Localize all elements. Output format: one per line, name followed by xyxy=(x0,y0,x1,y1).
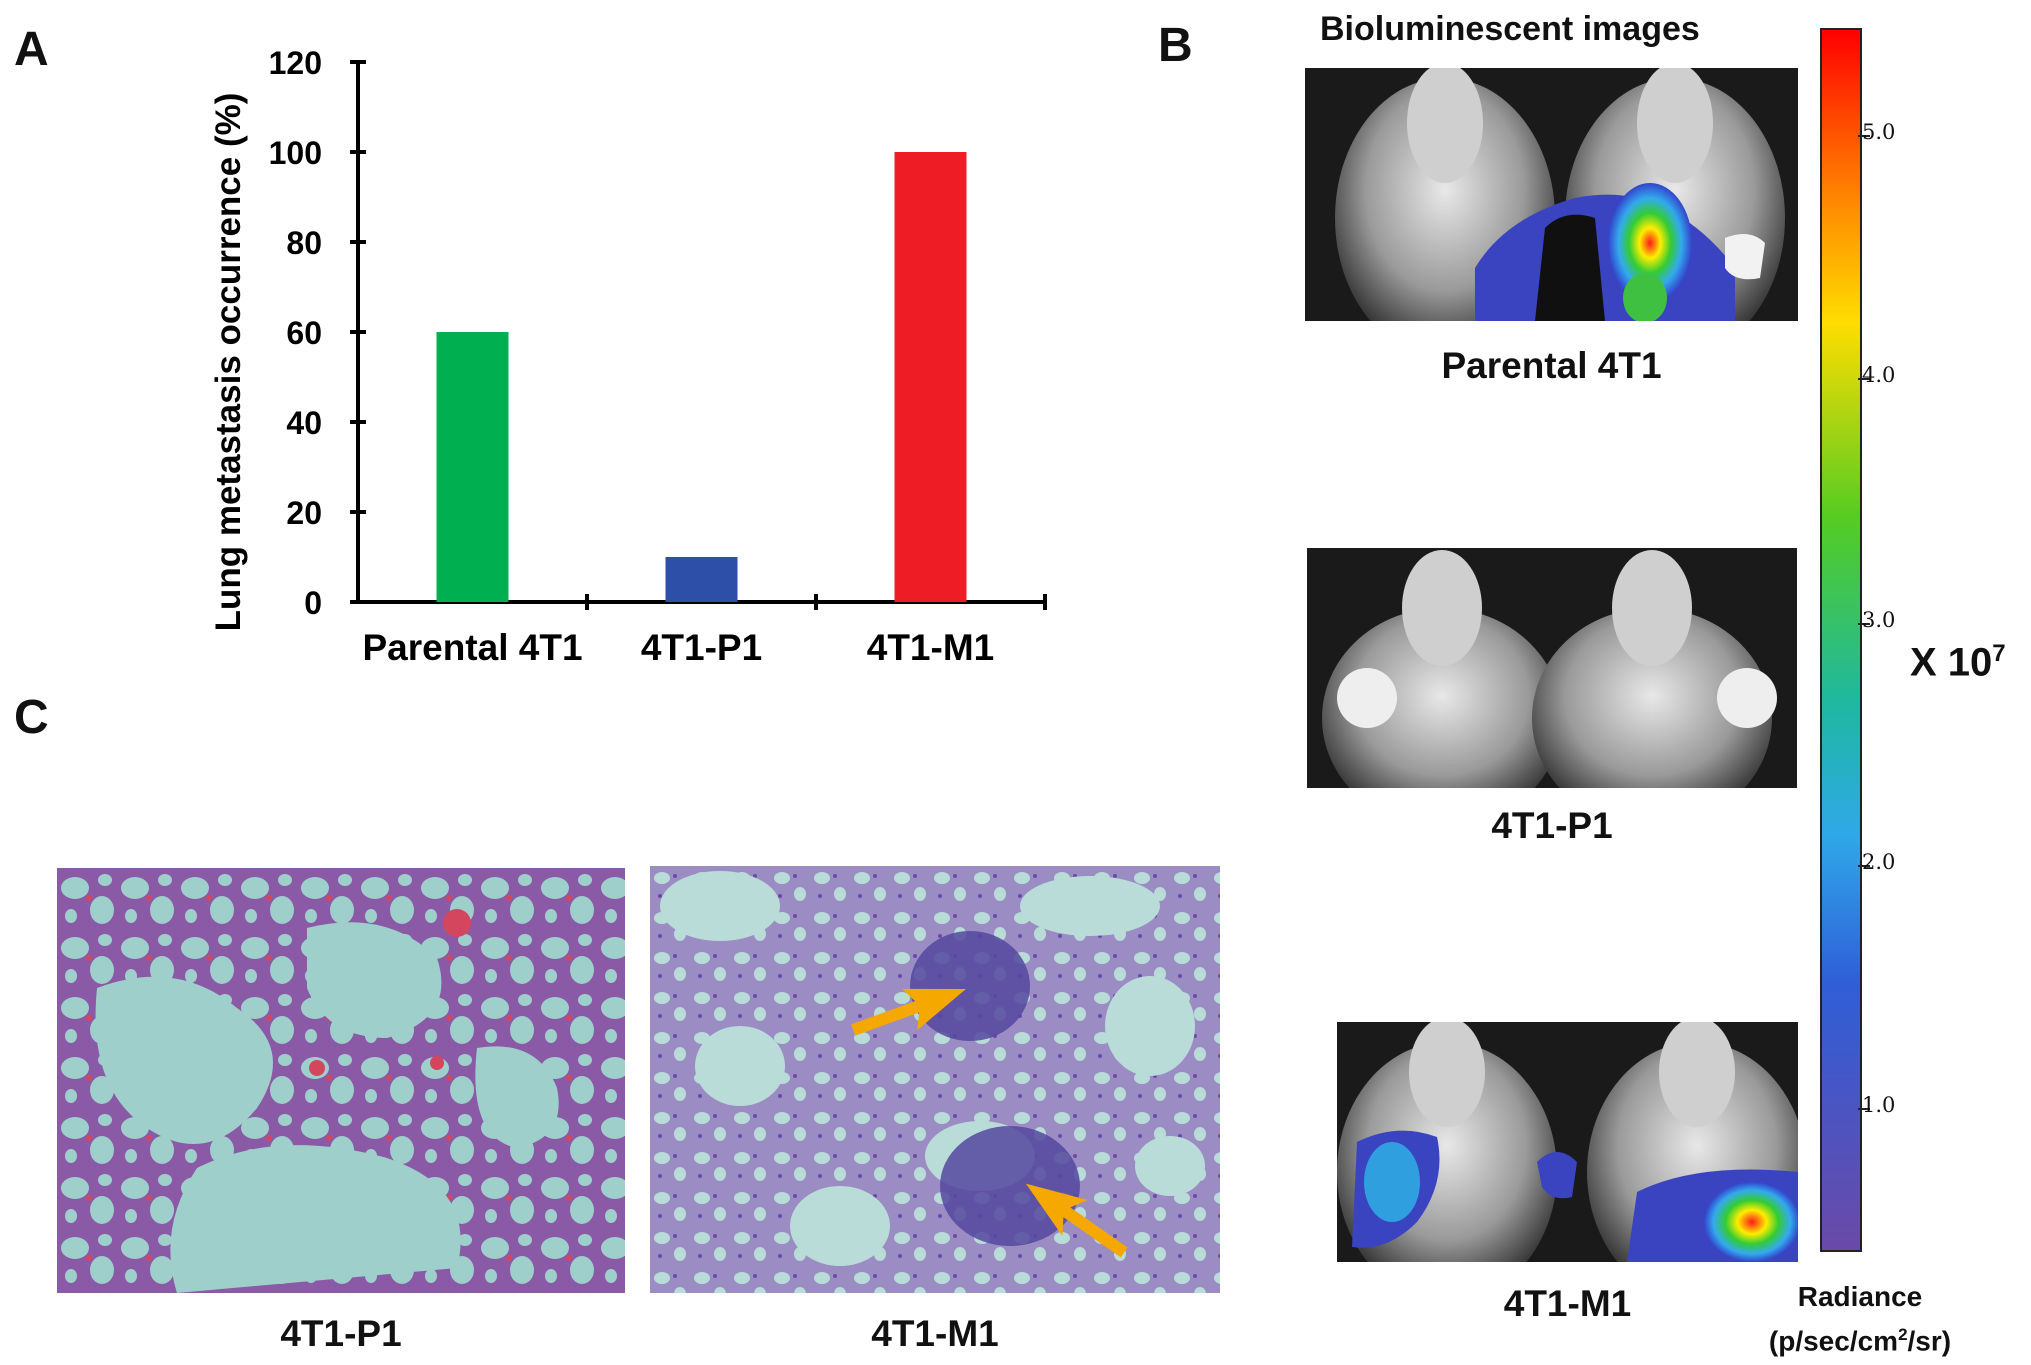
bli-image-parental xyxy=(1305,68,1798,321)
bli-caption-parental: Parental 4T1 xyxy=(1441,345,1662,386)
colorbar-tick-label: 2.0 xyxy=(1862,850,1896,874)
bar-chart: 0 20 40 60 80 100 120 Parental 4T1 4T1-P1 4T1-M1 L… xyxy=(209,45,1047,668)
y-tick-label: 40 xyxy=(286,405,322,441)
y-tick-label: 120 xyxy=(269,45,322,81)
colorbar-tick-mark xyxy=(1858,1108,1870,1110)
bli-image-p1 xyxy=(1307,548,1797,788)
y-tick-label: 0 xyxy=(304,585,322,621)
histology-image-p1 xyxy=(57,868,625,1293)
bli-caption-m1: 4T1-M1 xyxy=(1503,1283,1632,1324)
colorbar-multiplier-exp: 7 xyxy=(1992,640,2006,667)
y-tick-label: 80 xyxy=(286,225,322,261)
colorbar-tick-mark xyxy=(1858,135,1870,137)
colorbar-tick-label: 1.0 xyxy=(1862,1093,1896,1117)
arrow-icon xyxy=(1025,1183,1128,1258)
x-category-label: Parental 4T1 xyxy=(362,627,582,668)
colorbar-multiplier: X 107 xyxy=(1910,640,2006,685)
histology-caption-p1: 4T1-P1 xyxy=(280,1313,402,1354)
colorbar-tick-label: 5.0 xyxy=(1862,120,1896,144)
colorbar-tick-mark xyxy=(1858,623,1870,625)
panel-label-c: C xyxy=(14,691,49,744)
panel-label-b: B xyxy=(1158,19,1193,72)
colorbar-tick-mark xyxy=(1858,378,1870,380)
colorbar-tick-label: 3.0 xyxy=(1862,608,1896,632)
colorbar-unit-label: Radiance (p/sec/cm2/sr) xyxy=(1700,1278,2020,1360)
colorbar-tick-label: 4.0 xyxy=(1862,363,1896,387)
colorbar-multiplier-base: X 10 xyxy=(1910,640,1993,685)
y-tick-label: 60 xyxy=(286,315,322,351)
colorbar xyxy=(1820,28,1862,1252)
colorbar-unit-sup: 2 xyxy=(1898,1325,1908,1344)
x-category-label: 4T1-P1 xyxy=(641,627,762,668)
bli-image-m1 xyxy=(1337,1022,1798,1262)
bar xyxy=(894,152,967,602)
arrow-icon xyxy=(851,988,966,1036)
bli-caption-p1: 4T1-P1 xyxy=(1491,805,1613,846)
y-axis-label: Lung metastasis occurrence (%) xyxy=(209,93,248,632)
bar xyxy=(665,557,738,602)
bar xyxy=(436,332,509,602)
x-category-label: 4T1-M1 xyxy=(867,627,994,668)
histology-caption-m1: 4T1-M1 xyxy=(871,1313,999,1354)
colorbar-unit-pre: (p/sec/cm xyxy=(1768,1325,1899,1357)
panel-label-a: A xyxy=(14,23,49,76)
bioluminescent-title: Bioluminescent images xyxy=(1320,10,1700,48)
histology-image-m1 xyxy=(650,866,1220,1293)
colorbar-unit-line2: (p/sec/cm2/sr) xyxy=(1700,1316,2020,1360)
colorbar-unit-post: /sr) xyxy=(1907,1325,1952,1357)
y-tick-label: 100 xyxy=(269,135,322,171)
colorbar-tick-mark xyxy=(1858,865,1870,867)
y-tick-label: 20 xyxy=(286,495,322,531)
colorbar-unit-line1: Radiance xyxy=(1797,1281,1923,1312)
